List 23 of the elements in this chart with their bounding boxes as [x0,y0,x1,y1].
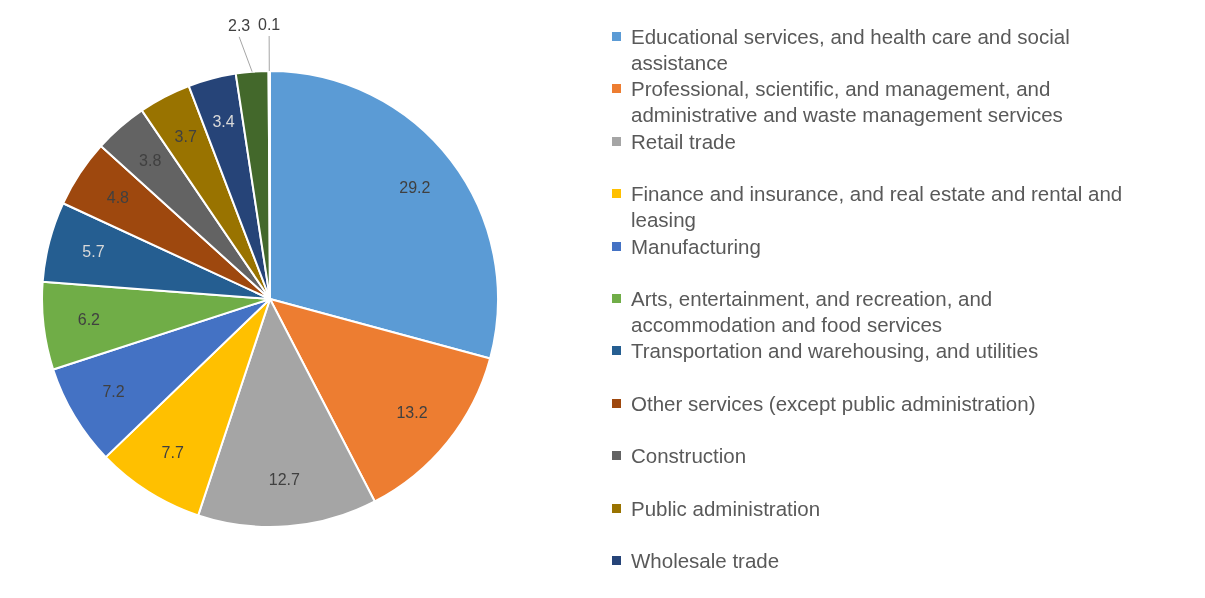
legend-label: Transportation and warehousing, and utilities [631,338,1040,365]
data-label: 12.7 [268,471,300,489]
data-label: 5.7 [82,243,105,261]
legend-label: Retail trade [631,128,737,155]
legend-label: Wholesale trade [631,547,781,574]
legend-label: Educational services, and health care and social assistance [631,24,1071,76]
legend-label: Other services (except public administration) [631,390,1037,417]
data-label: 3.7 [174,127,197,145]
data-label: 3.4 [212,113,235,131]
data-label: 0.1 [258,16,281,34]
data-label: 2.3 [228,17,251,35]
data-label: 7.7 [161,443,184,461]
data-label: 29.2 [399,178,431,196]
data-label: 6.2 [77,311,101,329]
legend-label: Construction [631,443,748,470]
data-label: 13.2 [396,403,428,421]
legend-label: Professional, scientific, and management, and administrative and waste management services [631,76,1064,129]
data-label: 4.8 [106,188,130,206]
legend-label: Finance and insurance, and real estate and rental and leasing [631,181,1124,234]
legend-label: Manufacturing [631,233,762,260]
legend-label: Arts, entertainment, and recreation, and accommodation and food services [631,285,994,338]
data-label: 7.2 [102,383,125,401]
legend-label: Public administration [631,495,822,522]
